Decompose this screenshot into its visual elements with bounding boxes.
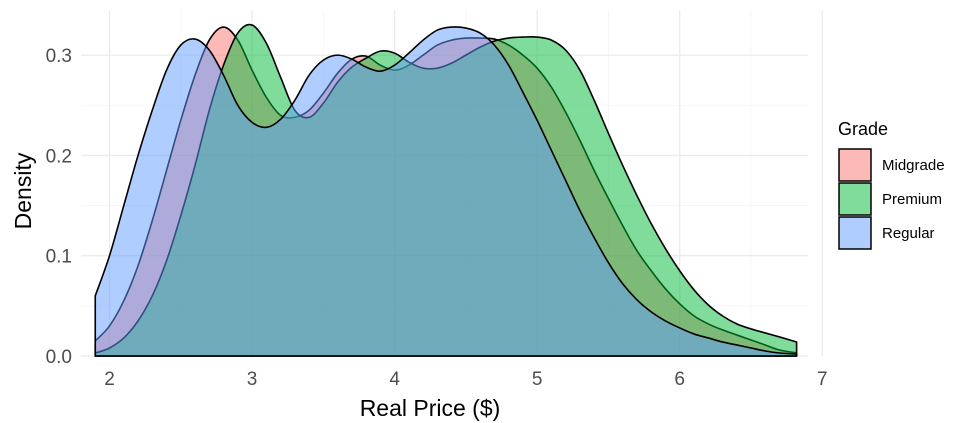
density-area-regular bbox=[94, 26, 798, 357]
x-tick-label: 3 bbox=[247, 369, 258, 390]
y-tick-labels: 0.0 0.1 0.2 0.3 bbox=[46, 46, 72, 368]
y-tick-label: 0.3 bbox=[46, 46, 72, 67]
x-tick-label: 5 bbox=[532, 369, 543, 390]
legend-title: Grade bbox=[838, 119, 888, 139]
x-tick-label: 7 bbox=[817, 369, 828, 390]
legend-key-premium bbox=[838, 182, 872, 216]
density-areas bbox=[94, 23, 798, 357]
legend-items: Midgrade Premium Regular bbox=[838, 148, 945, 250]
y-axis-title: Density bbox=[10, 152, 36, 229]
x-tick-label: 4 bbox=[389, 369, 400, 390]
legend-key-midgrade bbox=[838, 148, 872, 182]
legend-label-midgrade: Midgrade bbox=[882, 157, 945, 174]
legend-label-premium: Premium bbox=[882, 191, 942, 208]
legend-label-regular: Regular bbox=[882, 225, 935, 242]
legend: Grade Midgrade Premium Regular bbox=[838, 119, 945, 250]
x-tick-labels: 2 3 4 5 6 7 bbox=[104, 369, 827, 390]
y-tick-label: 0.0 bbox=[46, 347, 72, 368]
y-tick-label: 0.1 bbox=[46, 247, 72, 268]
x-tick-label: 2 bbox=[104, 369, 115, 390]
legend-key-regular bbox=[838, 216, 872, 250]
x-axis-title: Real Price ($) bbox=[360, 395, 501, 421]
y-tick-label: 0.2 bbox=[46, 146, 72, 167]
x-tick-label: 6 bbox=[674, 369, 685, 390]
